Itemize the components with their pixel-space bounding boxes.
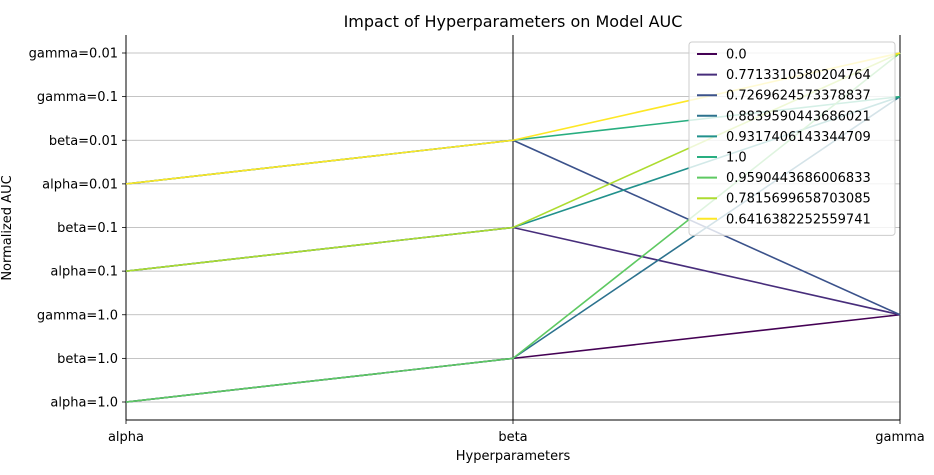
- y-tick-label: beta=1.0: [57, 352, 118, 367]
- x-tick-label: beta: [498, 430, 527, 445]
- legend-box: [688, 41, 896, 236]
- y-tick-label: alpha=0.01: [42, 177, 118, 192]
- legend-entry: 0.0: [726, 48, 747, 63]
- legend-entry: 0.7269624573378837: [726, 89, 871, 104]
- legend-entry: 0.9317406143344709: [726, 130, 871, 145]
- x-tick-label: alpha: [108, 430, 144, 445]
- legend-entry: 0.8839590443686021: [726, 109, 871, 124]
- y-tick-label: gamma=0.1: [37, 90, 118, 105]
- legend-entry: 0.6416382252559741: [726, 212, 871, 227]
- x-axis-label: Hyperparameters: [456, 449, 571, 464]
- y-tick-label: beta=0.1: [57, 221, 118, 236]
- y-tick-label: alpha=0.1: [50, 265, 118, 280]
- y-tick-label: gamma=1.0: [37, 308, 118, 323]
- legend: 0.0 0.7713310580204764 0.7269624573378837 0…: [688, 41, 896, 236]
- y-tick-label: alpha=1.0: [50, 396, 118, 411]
- x-tick-label: gamma: [875, 430, 925, 445]
- y-tick-label: gamma=0.01: [29, 47, 118, 62]
- y-tick-label: beta=0.01: [49, 134, 118, 149]
- legend-entry: 1.0: [726, 151, 747, 166]
- legend-entry: 0.7713310580204764: [726, 68, 871, 83]
- chart-title: Impact of Hyperparameters on Model AUC: [344, 12, 683, 31]
- legend-entry: 0.7815699658703085: [726, 192, 871, 207]
- tick-layer: alpha=1.0 beta=1.0 gamma=1.0 alpha=0.1 beta=…: [29, 47, 925, 446]
- legend-entry: 0.9590443686006833: [726, 171, 871, 186]
- y-axis-label: Normalized AUC: [0, 175, 15, 280]
